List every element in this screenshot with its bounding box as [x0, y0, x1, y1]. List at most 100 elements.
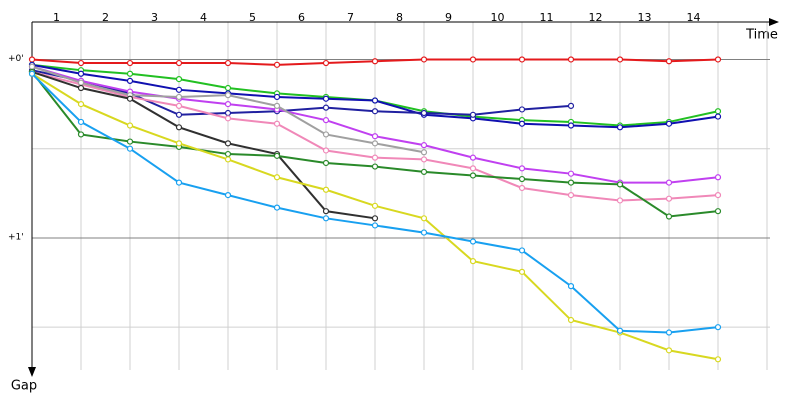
point [371, 133, 379, 140]
point [126, 77, 134, 84]
point [567, 283, 575, 290]
point [518, 247, 526, 254]
point [567, 56, 575, 63]
x-tick-label: 13 [638, 11, 652, 24]
point [518, 175, 526, 183]
point [77, 59, 85, 67]
series-line [31, 69, 572, 116]
point [714, 56, 722, 63]
point [518, 165, 526, 172]
point [224, 150, 232, 158]
point [420, 215, 428, 222]
point [371, 140, 379, 147]
x-tick-label: 4 [200, 11, 207, 24]
point [469, 56, 477, 63]
point [322, 117, 330, 124]
point [224, 59, 232, 67]
point [518, 268, 526, 275]
x-tick-label: 9 [445, 11, 452, 24]
point [469, 111, 477, 118]
point [175, 111, 183, 118]
point [77, 118, 85, 126]
point [371, 108, 379, 115]
point [567, 102, 575, 109]
point [273, 102, 281, 109]
point [518, 56, 526, 63]
point [77, 70, 85, 77]
x-axis-title: Time [745, 28, 778, 43]
point [420, 149, 428, 156]
point [518, 120, 526, 127]
point [371, 163, 379, 170]
point [665, 329, 673, 336]
x-tick-label: 6 [298, 11, 305, 24]
point [714, 113, 722, 120]
point [371, 222, 379, 229]
x-tick-label: 5 [249, 11, 256, 24]
point [665, 195, 673, 202]
point [224, 140, 232, 147]
point [224, 115, 232, 122]
point [371, 215, 379, 222]
point [665, 120, 673, 127]
x-tick-label: 10 [491, 11, 505, 24]
point [28, 63, 36, 70]
point [224, 100, 232, 108]
point [126, 59, 134, 67]
point [273, 174, 281, 181]
point [714, 208, 722, 215]
point [273, 93, 281, 101]
point [126, 70, 134, 77]
point [469, 165, 477, 172]
point [175, 140, 183, 147]
point [665, 179, 673, 186]
point [665, 58, 673, 65]
point [273, 204, 281, 211]
point [567, 179, 575, 186]
point [714, 324, 722, 331]
x-tick-label: 3 [151, 11, 158, 24]
point [420, 56, 428, 63]
point [567, 122, 575, 129]
point [322, 147, 330, 154]
point [371, 97, 379, 104]
point [371, 202, 379, 209]
point [322, 215, 330, 222]
point [518, 106, 526, 113]
point [224, 92, 232, 99]
y-tick-label: +1' [8, 232, 24, 242]
point [616, 124, 624, 131]
y-axis-title: Gap [11, 379, 37, 394]
y-tick-label: +0' [8, 54, 24, 64]
point [616, 56, 624, 63]
point [175, 93, 183, 101]
point [714, 192, 722, 199]
point [469, 238, 477, 245]
point [175, 76, 183, 83]
point [224, 156, 232, 163]
series-line [31, 71, 376, 220]
point [616, 327, 624, 334]
point [469, 172, 477, 179]
point [714, 108, 722, 115]
point [420, 168, 428, 176]
x-tick-label: 14 [687, 11, 701, 24]
point [224, 109, 232, 117]
point [469, 154, 477, 161]
x-tick-label: 1 [53, 11, 60, 24]
point [518, 184, 526, 192]
point [126, 95, 134, 102]
point [420, 109, 428, 117]
point [616, 181, 624, 188]
point [224, 192, 232, 199]
point [77, 100, 85, 108]
point [273, 61, 281, 68]
point [371, 154, 379, 161]
point [77, 84, 85, 92]
point [224, 84, 232, 92]
point [175, 102, 183, 109]
point [469, 258, 477, 265]
point [126, 145, 134, 152]
point [420, 156, 428, 163]
